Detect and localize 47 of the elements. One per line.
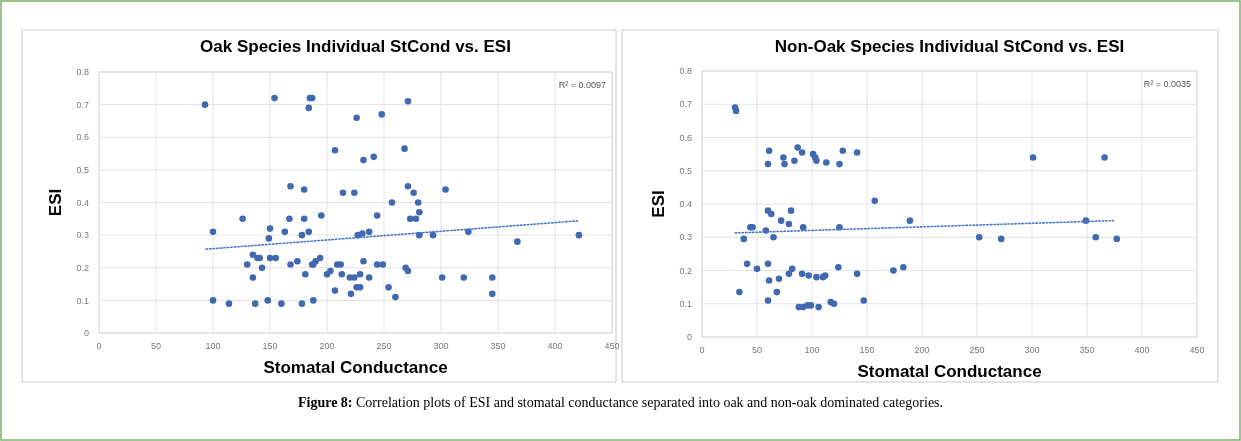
x-tick-label: 450 bbox=[1189, 345, 1205, 355]
x-axis-title: Stomatal Conductance bbox=[263, 358, 448, 377]
x-tick-label: 400 bbox=[547, 341, 563, 351]
x-tick-label: 300 bbox=[1024, 345, 1040, 355]
y-tick-label: 0.4 bbox=[76, 197, 89, 208]
x-tick-label: 400 bbox=[1134, 345, 1150, 355]
x-tick-label: 100 bbox=[205, 341, 221, 351]
annotation: R² = 0.0097 bbox=[558, 80, 606, 90]
x-tick-label: 100 bbox=[804, 345, 820, 355]
x-tick-label: 350 bbox=[1079, 345, 1095, 355]
y-axis-title: ESI bbox=[46, 188, 65, 217]
x-tick-label: 350 bbox=[490, 341, 506, 351]
chart-title: Non-Oak Species Individual StCond vs. ESI bbox=[774, 37, 1125, 56]
y-tick-label: 0.8 bbox=[679, 66, 692, 77]
x-tick-label: 200 bbox=[914, 345, 930, 355]
y-tick-label: 0.5 bbox=[76, 165, 89, 176]
y-tick-label: 0.2 bbox=[679, 265, 692, 276]
x-tick-label: 50 bbox=[751, 345, 763, 355]
y-tick-label: 0.7 bbox=[679, 99, 692, 110]
y-tick-label: 0.8 bbox=[76, 67, 89, 78]
y-tick-label: 0.6 bbox=[679, 132, 692, 143]
y-tick-label: 0.1 bbox=[679, 298, 692, 309]
y-tick-label: 0 bbox=[83, 328, 89, 339]
x-tick-label: 250 bbox=[376, 341, 392, 351]
x-tick-label: 250 bbox=[969, 345, 985, 355]
caption: Figure 8: Correlation plots of ESI and stomatal conductance separated into oak and non-oak dominated categories. bbox=[297, 395, 944, 410]
x-axis-title: Stomatal Conductance bbox=[857, 362, 1042, 381]
y-tick-label: 0.3 bbox=[76, 230, 89, 241]
x-tick-label: 200 bbox=[319, 341, 335, 351]
x-tick-label: 0 bbox=[699, 345, 705, 355]
y-tick-label: 0.1 bbox=[76, 295, 89, 306]
y-tick-label: 0.2 bbox=[76, 262, 89, 273]
annotation: R² = 0.0035 bbox=[1143, 79, 1191, 89]
y-tick-label: 0.5 bbox=[679, 165, 692, 176]
y-tick-label: 0.3 bbox=[679, 232, 692, 243]
y-tick-label: 0.4 bbox=[679, 199, 692, 210]
x-tick-label: 50 bbox=[150, 341, 162, 351]
y-tick-label: 0 bbox=[686, 332, 692, 343]
x-tick-label: 450 bbox=[604, 341, 620, 351]
y-tick-label: 0.6 bbox=[76, 132, 89, 143]
chart-title: Oak Species Individual StCond vs. ESI bbox=[200, 37, 511, 56]
x-tick-label: 0 bbox=[96, 341, 102, 351]
x-tick-label: 150 bbox=[859, 345, 875, 355]
x-tick-label: 150 bbox=[262, 341, 278, 351]
x-tick-label: 300 bbox=[433, 341, 449, 351]
y-axis-title: ESI bbox=[649, 190, 668, 218]
y-tick-label: 0.7 bbox=[76, 99, 89, 110]
